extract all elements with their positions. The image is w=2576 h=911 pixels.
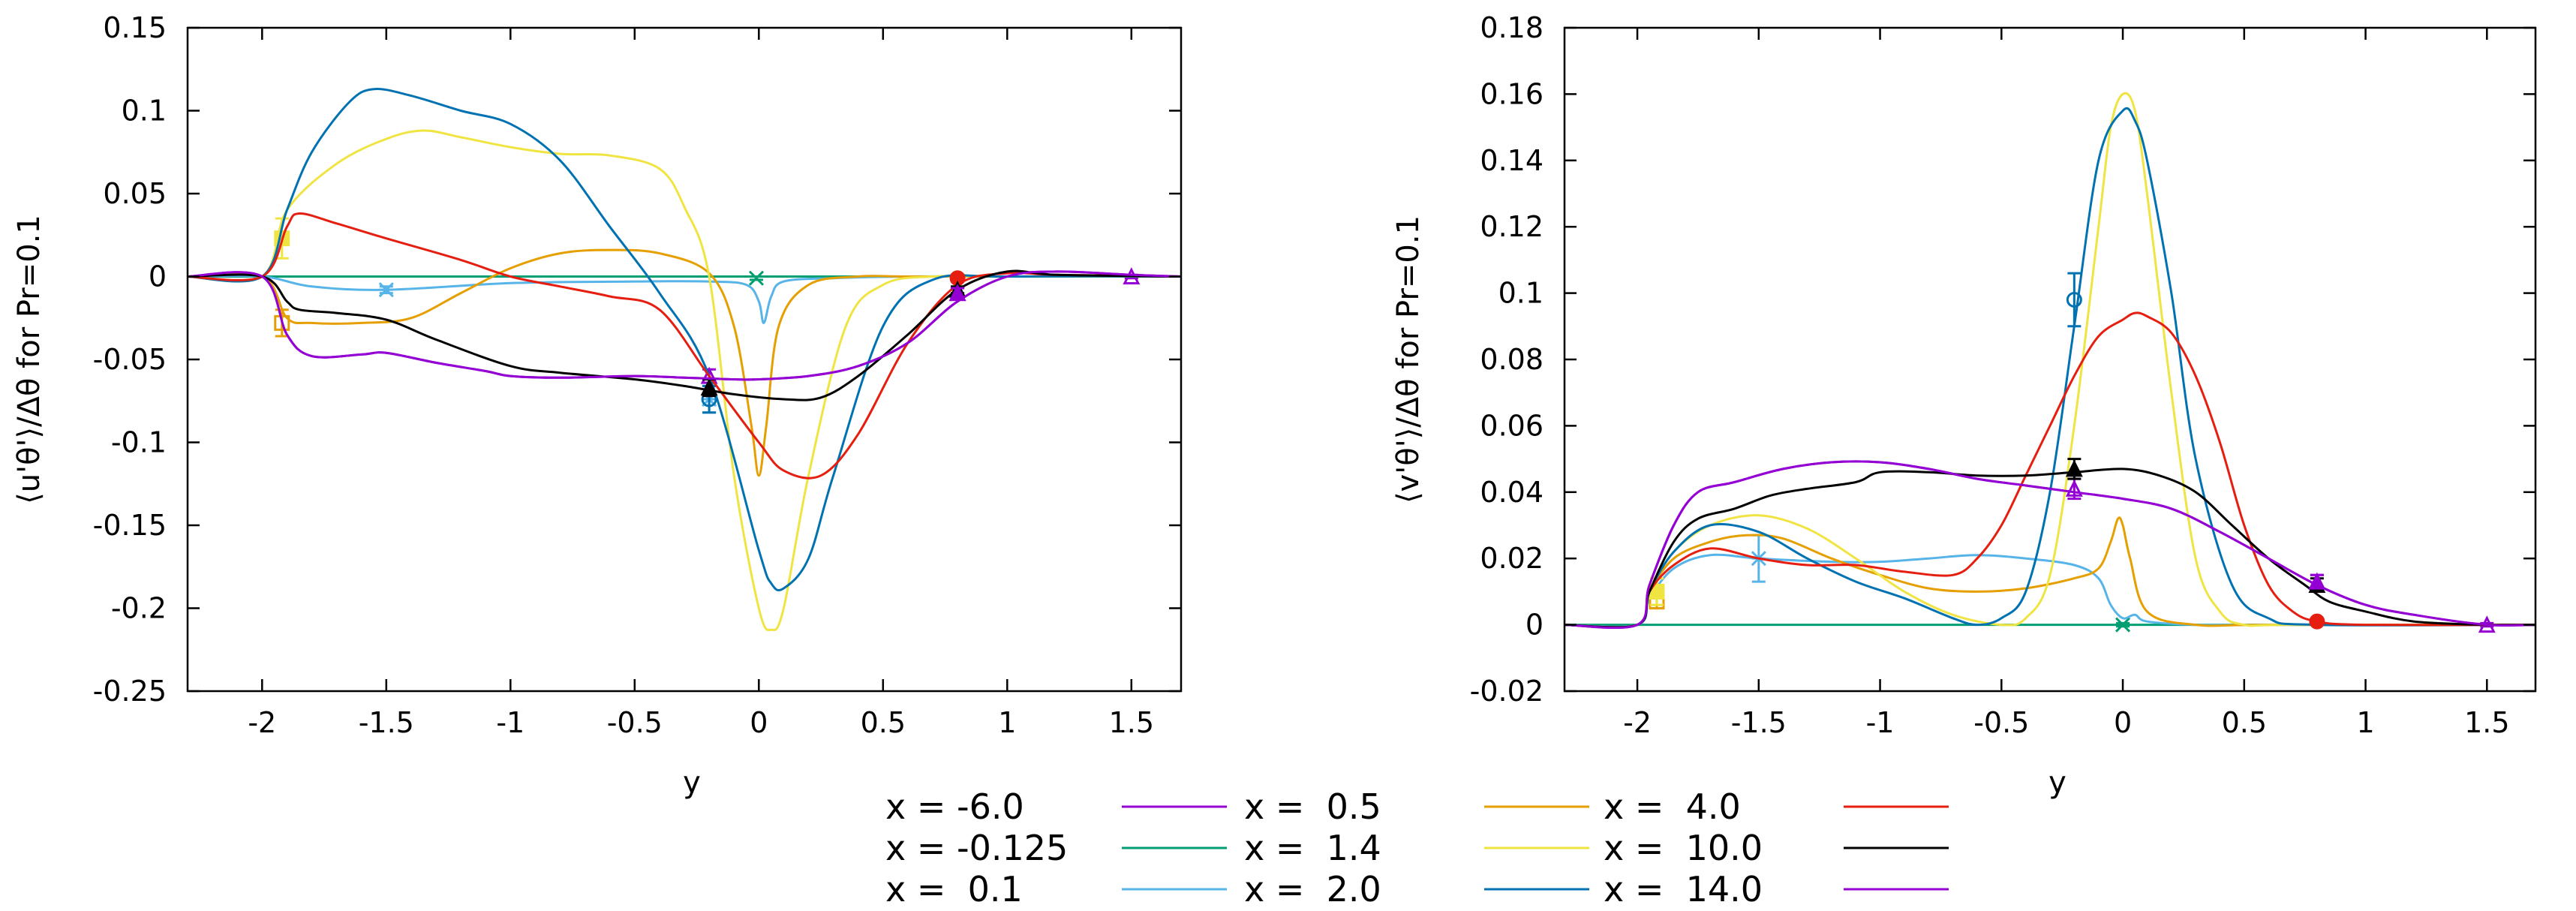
x-tick-label: 1.5 <box>1109 706 1154 739</box>
legend-entry: x = 1.4 <box>1244 828 1589 868</box>
y-tick-label: 0.1 <box>122 95 167 128</box>
chart-panel-2: -2 -1.5 -1 -0.5 0 0.5 1 1.5 -0.02 0 0.02 0.04 0.06 0.… <box>1391 11 2537 800</box>
series-line-9 <box>1565 460 2535 629</box>
y-tick-label: 0.06 <box>1480 409 1543 442</box>
y-tick-label: -0.2 <box>111 592 167 625</box>
x-tick-label: -0.5 <box>607 706 663 739</box>
legend-entry: x = -0.125 <box>885 828 1227 868</box>
y-tick-label: -0.25 <box>93 675 167 708</box>
series-line-8 <box>1565 468 2535 629</box>
y-axis-label: ⟨v'θ'⟩/Δθ for Pr=0.1 <box>1391 215 1426 504</box>
series-line-5 <box>188 129 1181 632</box>
legend-label: x = -0.125 <box>885 828 1068 868</box>
legend-entry: x = 0.1 <box>885 869 1227 909</box>
legend-entry: x = 14.0 <box>1604 869 1949 909</box>
plot-frame <box>186 26 1183 693</box>
series-line-8 <box>188 269 1181 401</box>
y-tick-label: -0.1 <box>111 426 167 459</box>
y-tick-label: 0.16 <box>1480 77 1543 110</box>
y-tick-label: 0.12 <box>1480 210 1543 243</box>
x-tick-label: -2 <box>248 706 276 739</box>
y-tick-label: 0.15 <box>103 11 167 44</box>
y-tick-label: 0.18 <box>1480 11 1543 44</box>
legend-entry: x = 2.0 <box>1244 869 1589 909</box>
legend-label: x = 14.0 <box>1604 869 1763 909</box>
legend-label: x = 0.1 <box>885 869 1023 909</box>
legend-label: x = 1.4 <box>1244 828 1381 868</box>
series-line-4 <box>1565 516 2535 629</box>
y-tick-label: -0.05 <box>93 343 167 376</box>
series-line-6 <box>188 88 1181 592</box>
data-point-marker <box>2066 272 2082 328</box>
legend-label: x = 10.0 <box>1604 828 1763 868</box>
x-tick-label: -0.5 <box>1973 706 2029 739</box>
data-point-marker <box>2308 572 2326 590</box>
x-tick-label: 0.5 <box>861 706 906 739</box>
plot-frame <box>1563 26 2537 693</box>
data-point-marker <box>948 284 966 302</box>
x-tick-label: 0 <box>750 706 768 739</box>
legend-label: x = 2.0 <box>1244 869 1381 909</box>
x-axis-label: y <box>2048 765 2067 800</box>
x-tick-label: -1 <box>496 706 525 739</box>
series-line-3 <box>1565 553 2535 628</box>
y-tick-label: 0 <box>1525 609 1543 642</box>
legend-label: x = 4.0 <box>1604 786 1741 827</box>
series-line-9 <box>188 270 1181 381</box>
y-tick-label: 0.04 <box>1480 476 1543 509</box>
x-tick-label: -1 <box>1866 706 1895 739</box>
series-line-5 <box>1565 92 2535 629</box>
chart-panel-1: -2 -1.5 -1 -0.5 0 0.5 1 1.5 -0.25 -0.2 -0.15 -0.1 -0… <box>12 11 1183 800</box>
legend-label: x = 0.5 <box>1244 786 1381 827</box>
x-tick-label: -1.5 <box>1731 706 1787 739</box>
y-tick-label: 0.02 <box>1480 542 1543 575</box>
data-point-marker <box>2065 477 2083 501</box>
y-tick-label: 0.05 <box>103 177 167 210</box>
x-tick-label: 1 <box>2356 706 2374 739</box>
data-point-marker <box>378 282 394 298</box>
y-tick-label: 0.1 <box>1498 277 1543 310</box>
x-tick-label: -1.5 <box>359 706 414 739</box>
y-tick-label: 0.08 <box>1480 343 1543 376</box>
data-point-marker <box>2115 617 2131 633</box>
y-axis-label: ⟨u'θ'⟩/Δθ for Pr=0.1 <box>12 215 47 504</box>
x-tick-label: -2 <box>1623 706 1652 739</box>
series-line-7 <box>1565 311 2535 629</box>
legend-entry: x = 4.0 <box>1604 786 1949 827</box>
y-tick-label: 0.14 <box>1480 144 1543 177</box>
legend-entry: x = 10.0 <box>1604 828 1949 868</box>
x-axis-label: y <box>683 765 701 800</box>
x-tick-label: 1.5 <box>2464 706 2509 739</box>
series-line-7 <box>188 212 1181 480</box>
data-point-marker <box>748 270 765 286</box>
legend-entry: x = 0.5 <box>1244 786 1589 827</box>
legend-label: x = -6.0 <box>885 786 1024 827</box>
data-point-marker <box>2065 458 2083 480</box>
x-tick-label: 0.5 <box>2222 706 2267 739</box>
series-line-3 <box>188 275 1181 324</box>
legend-entry: x = -6.0 <box>885 786 1227 827</box>
y-tick-label: -0.15 <box>93 509 167 542</box>
y-tick-label: -0.02 <box>1470 675 1543 708</box>
series-line-4 <box>188 248 1181 477</box>
y-tick-label: 0 <box>149 260 167 293</box>
data-point-marker <box>2309 613 2325 630</box>
x-tick-label: 1 <box>998 706 1016 739</box>
series-line-6 <box>1565 107 2535 629</box>
x-tick-label: 0 <box>2114 706 2132 739</box>
